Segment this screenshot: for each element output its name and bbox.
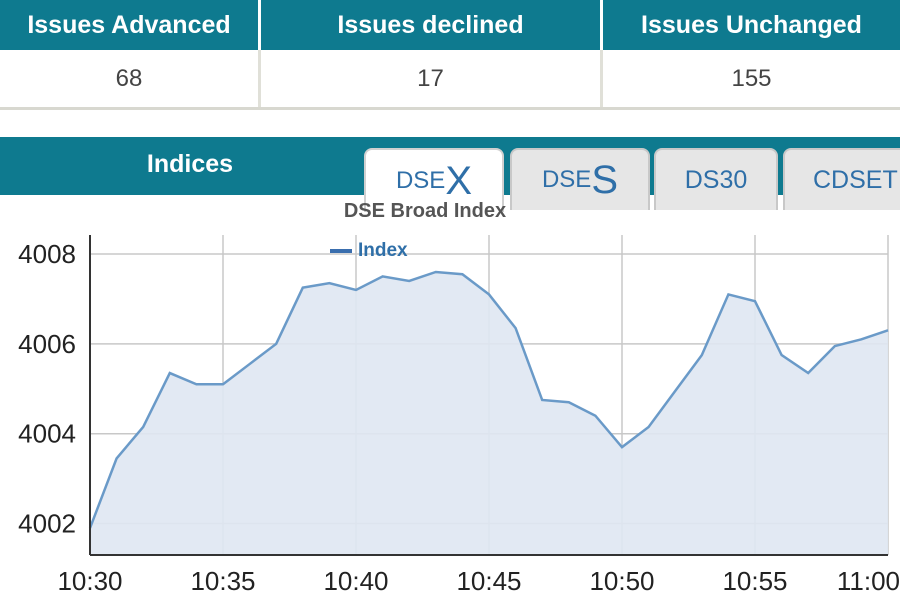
header-issues-unchanged: Issues Unchanged xyxy=(600,0,900,50)
tab-dsex[interactable]: DSE X xyxy=(364,148,504,212)
tab-dsex-prefix: DSE xyxy=(395,167,446,194)
y-tick-label: 4002 xyxy=(18,509,76,539)
header-issues-advanced: Issues Advanced xyxy=(27,10,231,39)
tab-dses-suffix: S xyxy=(591,157,619,202)
indices-label: Indices xyxy=(146,150,234,178)
value-issues-declined: 17 xyxy=(258,50,600,107)
x-tick-label: 10:35 xyxy=(190,566,255,596)
x-tick-label: 10:40 xyxy=(323,566,388,596)
tab-ds30[interactable]: DS30 xyxy=(654,148,778,210)
value-issues-advanced: 68 xyxy=(115,64,143,92)
tab-dses-prefix: DSE xyxy=(541,166,592,193)
tab-ds30-label: DS30 xyxy=(684,165,748,194)
index-chart-svg: 4002 4004 4006 4008 10:30 10:35 10:40 10:45 10:5… xyxy=(18,235,900,596)
y-tick-label: 4004 xyxy=(18,419,76,449)
tab-cdset[interactable]: CDSET xyxy=(783,148,900,210)
series-area xyxy=(90,271,888,555)
issues-values-row: 68 17 155 xyxy=(0,50,900,110)
y-tick-label: 4006 xyxy=(18,329,76,359)
tab-dses[interactable]: DSE S xyxy=(510,148,650,210)
x-tick-label: 10:30 xyxy=(57,566,122,596)
x-tick-label: 10:45 xyxy=(456,566,521,596)
chart-legend[interactable]: Index xyxy=(330,240,408,262)
y-tick-label: 4008 xyxy=(18,239,76,269)
index-chart: 4002 4004 4006 4008 10:30 10:35 10:40 10:45 10:5… xyxy=(0,195,900,600)
value-issues-unchanged: 155 xyxy=(600,50,900,107)
legend-label: Index xyxy=(358,240,408,261)
issues-header-row: Issues Advanced Issues declined Issues U… xyxy=(0,0,900,50)
x-tick-label: 11:00 xyxy=(837,566,900,596)
x-tick-label: 10:50 xyxy=(589,566,654,596)
issues-table: Issues Advanced Issues declined Issues U… xyxy=(0,0,900,110)
legend-line-icon xyxy=(330,249,352,253)
chart-title: DSE Broad Index xyxy=(343,200,507,222)
tab-dsex-suffix: X xyxy=(445,158,473,203)
tab-cdset-label: CDSET xyxy=(813,165,898,194)
header-issues-declined: Issues declined xyxy=(258,0,600,50)
series-line-index xyxy=(88,270,889,529)
x-tick-label: 10:55 xyxy=(722,566,787,596)
